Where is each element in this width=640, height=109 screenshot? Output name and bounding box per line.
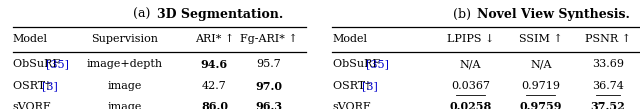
Text: Model: Model (13, 34, 48, 44)
Text: [35]: [35] (47, 59, 69, 69)
Text: 37.52: 37.52 (591, 101, 625, 109)
Text: 42.7: 42.7 (202, 81, 227, 91)
Text: image: image (108, 81, 142, 91)
Text: [3]: [3] (42, 81, 58, 91)
Text: OSRT†: OSRT† (13, 81, 54, 91)
Text: 86.0: 86.0 (201, 101, 228, 109)
Text: 0.9719: 0.9719 (522, 81, 560, 91)
Text: 36.74: 36.74 (592, 81, 624, 91)
Text: ObSuRF: ObSuRF (13, 59, 63, 69)
Text: image+depth: image+depth (87, 59, 163, 69)
Text: 0.9759: 0.9759 (520, 101, 562, 109)
Text: Novel View Synthesis.: Novel View Synthesis. (477, 8, 630, 21)
Text: N/A: N/A (460, 59, 481, 69)
Text: [3]: [3] (362, 81, 378, 91)
Text: Fg-ARI* ↑: Fg-ARI* ↑ (240, 34, 298, 44)
Text: sVORF: sVORF (13, 102, 51, 109)
Text: 33.69: 33.69 (592, 59, 624, 69)
Text: LPIPS ↓: LPIPS ↓ (447, 34, 494, 44)
Text: PSNR ↑: PSNR ↑ (585, 34, 631, 44)
Text: 0.0258: 0.0258 (449, 101, 492, 109)
Text: (a): (a) (133, 8, 157, 21)
Text: 97.0: 97.0 (255, 81, 282, 92)
Text: SSIM ↑: SSIM ↑ (519, 34, 563, 44)
Text: ARI* ↑: ARI* ↑ (195, 34, 234, 44)
Text: 0.0367: 0.0367 (451, 81, 490, 91)
Text: OSRT†: OSRT† (333, 81, 374, 91)
Text: 94.6: 94.6 (201, 59, 228, 70)
Text: [35]: [35] (366, 59, 389, 69)
Text: (b): (b) (452, 8, 477, 21)
Text: Supervision: Supervision (92, 34, 158, 44)
Text: 96.3: 96.3 (255, 101, 282, 109)
Text: ObSuRF: ObSuRF (333, 59, 383, 69)
Text: sVORF: sVORF (333, 102, 371, 109)
Text: 3D Segmentation.: 3D Segmentation. (157, 8, 283, 21)
Text: N/A: N/A (530, 59, 552, 69)
Text: 95.7: 95.7 (257, 59, 281, 69)
Text: image: image (108, 102, 142, 109)
Text: Model: Model (333, 34, 368, 44)
